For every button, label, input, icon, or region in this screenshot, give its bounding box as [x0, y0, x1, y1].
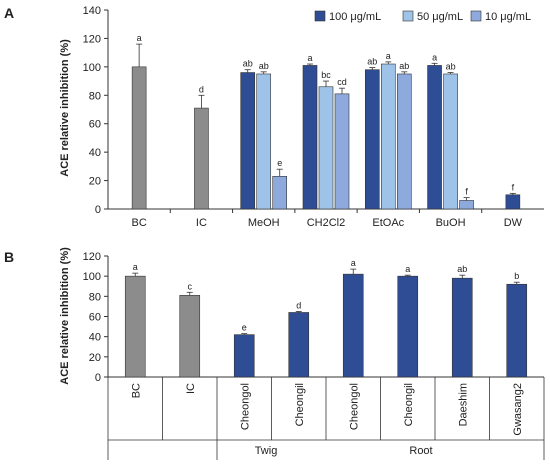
- significance-letter: ab: [259, 61, 269, 71]
- panel-a-y-tick-label: 80: [89, 90, 101, 102]
- bar-10ug: [272, 176, 288, 210]
- significance-letter: a: [307, 53, 312, 63]
- panel-a-x-tick-label: DW: [504, 217, 523, 229]
- significance-letter: bc: [321, 70, 331, 80]
- control-bar: [179, 295, 201, 378]
- panel-a-y-tick-label: 0: [95, 204, 101, 216]
- significance-letter: e: [277, 158, 282, 168]
- panel-a-y-tick-label: 100: [83, 62, 101, 74]
- panel-a-axes: 0 20 40 60 80 100 120 140 BC IC MeOH CH2Cl2 EtOAc BuO…: [83, 5, 544, 229]
- panel-a-x-tick-label: BC: [132, 217, 147, 229]
- significance-letter: ab: [243, 59, 253, 69]
- panel-a-legend: 100 μg/mL 50 μg/mL 10 μg/mL: [314, 10, 531, 23]
- significance-letter: e: [242, 323, 247, 333]
- significance-letter: f: [512, 182, 515, 192]
- panel-b-y-tick-label: 0: [95, 372, 101, 384]
- sample-bar: [506, 283, 528, 378]
- significance-letter: c: [188, 281, 193, 291]
- significance-letter: a: [137, 33, 142, 43]
- bar-100ug: [364, 69, 380, 210]
- panel-a-x-tick-label: CH2Cl2: [307, 217, 346, 229]
- panel-b-x-tick-label: Cheongil: [294, 383, 306, 426]
- bar-100ug: [505, 194, 521, 210]
- significance-letter: a: [386, 51, 391, 61]
- sample-bar: [342, 273, 364, 378]
- panel-b-y-tick-label: 40: [89, 332, 101, 344]
- panel-b-y-tick-label: 100: [83, 271, 101, 283]
- bar-100ug: [240, 72, 256, 210]
- bar-10ug: [334, 93, 350, 210]
- significance-letter: f: [465, 187, 468, 197]
- panel-a-y-tick-label: 140: [83, 5, 101, 17]
- panel-a-letter: A: [4, 5, 14, 21]
- panel-b-y-tick-label: 80: [89, 291, 101, 303]
- panel-a-y-tick-label: 60: [89, 119, 101, 131]
- bar-100ug: [427, 65, 442, 210]
- bar-50ug: [380, 63, 396, 210]
- panel-b-y-tick-label: 120: [83, 251, 101, 263]
- panel-b-letter: B: [4, 249, 14, 265]
- panel-b-bars: a c e d a a ab b: [124, 258, 528, 378]
- legend-swatch-50: [402, 10, 414, 22]
- sample-bar: [233, 334, 255, 378]
- legend-swatch-100: [314, 10, 326, 22]
- legend-swatch-10: [470, 10, 482, 22]
- group-label-root: Root: [409, 445, 432, 457]
- panel-b-x-tick-label: Cheongol: [348, 383, 360, 430]
- bar-10ug: [459, 200, 474, 210]
- panel-b-x-tick-label: Cheongil: [403, 383, 415, 426]
- significance-letter: a: [133, 262, 138, 272]
- control-bar: [131, 66, 147, 210]
- sample-bar: [288, 312, 310, 378]
- panel-b-y-tick-label: 20: [89, 352, 101, 364]
- panel-b-x-tick-label: BC: [130, 383, 142, 398]
- bar-50ug: [256, 73, 272, 210]
- significance-letter: ab: [399, 61, 409, 71]
- panel-b-y-axis-label: ACE relative inhibition (%): [59, 247, 71, 385]
- legend-label-100: 100 μg/mL: [329, 11, 381, 23]
- significance-letter: d: [199, 84, 204, 94]
- control-bar: [194, 107, 209, 210]
- panel-a-x-tick-label: BuOH: [436, 217, 466, 229]
- panel-b-axes: 0 20 40 60 80 100 120 BC IC Cheongol Cheongil Cheon…: [83, 251, 544, 436]
- sample-bar: [397, 275, 419, 378]
- panel-b-group-axis: Twig Root: [107, 377, 545, 460]
- bar-50ug: [443, 73, 458, 210]
- panel-b-x-tick-label: IC: [185, 383, 197, 394]
- bar-100ug: [302, 65, 318, 210]
- panel-b-x-tick-label: Gwasang2: [512, 383, 524, 436]
- panel-a-x-tick-label: EtOAc: [372, 217, 404, 229]
- panel-a-y-tick-label: 20: [89, 176, 101, 188]
- legend-label-10: 10 μg/mL: [485, 11, 531, 23]
- significance-letter: b: [514, 271, 519, 281]
- panel-a-y-tick-label: 120: [83, 33, 101, 45]
- significance-letter: cd: [337, 77, 347, 87]
- significance-letter: ab: [367, 57, 377, 67]
- bar-10ug: [396, 73, 412, 210]
- legend-label-50: 50 μg/mL: [417, 11, 463, 23]
- significance-letter: d: [296, 300, 301, 310]
- significance-letter: a: [432, 52, 437, 62]
- significance-letter: ab: [446, 62, 456, 72]
- panel-b-x-tick-label: Daeshim: [457, 383, 469, 426]
- significance-letter: a: [351, 258, 356, 268]
- sample-bar: [451, 277, 473, 378]
- panel-a-x-tick-label: MeOH: [248, 217, 280, 229]
- panel-b-y-tick-label: 60: [89, 312, 101, 324]
- panel-b-x-tick-label: Cheongol: [239, 383, 251, 430]
- panel-a-y-axis-label: ACE relative inhibition (%): [59, 39, 71, 177]
- bar-50ug: [318, 86, 334, 210]
- significance-letter: ab: [457, 264, 467, 274]
- significance-letter: a: [405, 264, 410, 274]
- group-label-twig: Twig: [255, 445, 278, 457]
- control-bar: [124, 275, 146, 378]
- panel-a-y-tick-label: 40: [89, 147, 101, 159]
- panel-a-x-tick-label: IC: [196, 217, 207, 229]
